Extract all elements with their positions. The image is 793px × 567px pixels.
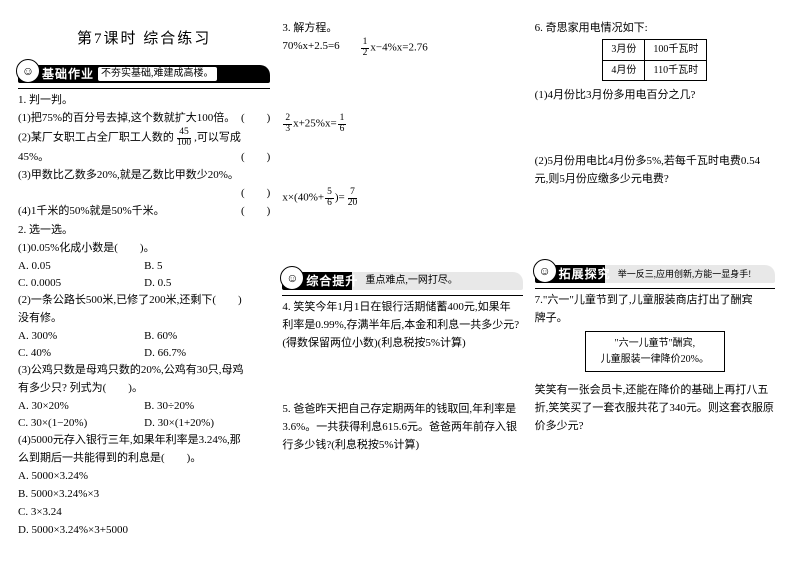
eq4: x×(40%+56)=720 <box>282 188 522 208</box>
section-banner-medium: ☺ 综合提升 重点难点,一网打尽。 <box>282 272 522 290</box>
eq-row1: 70%x+2.5=6 12x−4%x=2.76 <box>282 38 522 58</box>
eq3: 23x+25%x=16 <box>282 114 522 134</box>
q6-head: 6. 奇思家用电情况如下: <box>535 20 775 37</box>
q1-2: (2)某厂女职工占全厂职工人数的45100,可以写成 <box>18 128 270 148</box>
q6-2a: (2)5月份用电比4月份多5%,若每千瓦时电费0.54 <box>535 153 775 170</box>
section-banner-advanced: ☺ 拓展探究 举一反三,应用创新,方能一显身手! <box>535 265 775 283</box>
q2-4C: C. 3×3.24 <box>18 504 270 521</box>
section-label: 拓展探究 <box>559 265 611 284</box>
section-label: 基础作业 <box>42 65 94 84</box>
q2-4B: B. 5000×3.24%×3 <box>18 486 270 503</box>
q1-2c: 45%。( ) <box>18 149 270 166</box>
q2-4A: A. 5000×3.24% <box>18 468 270 485</box>
q2-head: 2. 选一选。 <box>18 222 270 239</box>
q7a: 7."六一"儿童节到了,儿童服装商店打出了酬宾 <box>535 292 775 309</box>
q6-2b: 元,则5月份应缴多少元电费? <box>535 171 775 188</box>
q2-3-opts2: C. 30×(1−20%)D. 30×(1+20%) <box>18 415 270 432</box>
face-icon: ☺ <box>533 259 557 283</box>
q4b: 利率是0.99%,存满半年后,本金和利息一共多少元? <box>282 317 522 334</box>
q2-4b: 么到期后一共能得到的利息是( )。 <box>18 450 270 467</box>
q7d: 折,笑笑买了一套衣服共花了340元。则这套衣服原 <box>535 400 775 417</box>
q1-head: 1. 判一判。 <box>18 92 270 109</box>
q2-2a: (2)一条公路长500米,已修了200米,还剩下( ) <box>18 292 270 309</box>
q2-4a: (4)5000元存入银行三年,如果年利率是3.24%,那 <box>18 432 270 449</box>
q7c: 笑笑有一张会员卡,还能在降价的基础上再打八五 <box>535 382 775 399</box>
q2-3b: 有多少只? 列式为( )。 <box>18 380 270 397</box>
q4c: (得数保留两位小数)(利息税按5%计算) <box>282 335 522 352</box>
q5a: 5. 爸爸昨天把自己存定期两年的钱取回,年利率是 <box>282 401 522 418</box>
section-sub: 不夯实基础,难建成高楼。 <box>98 67 217 81</box>
q2-2-opts2: C. 40%D. 66.7% <box>18 345 270 362</box>
section-sub: 重点难点,一网打尽。 <box>362 274 461 288</box>
divider <box>18 87 270 89</box>
electricity-table: 3月份100千瓦时 4月份110千瓦时 <box>602 39 707 81</box>
q1-4: (4)1千米的50%就是50%千米。( ) <box>18 203 270 220</box>
q1-1: (1)把75%的百分号去掉,这个数就扩大100倍。( ) <box>18 110 270 127</box>
face-icon: ☺ <box>16 59 40 83</box>
q2-2b: 没有修。 <box>18 310 270 327</box>
promo-box: "六一儿童节"酬宾, 儿童服装一律降价20%。 <box>585 331 725 372</box>
q4a: 4. 笑笑今年1月1日在银行活期储蓄400元,如果年 <box>282 299 522 316</box>
page-title: 第7课时 综合练习 <box>18 28 270 51</box>
section-banner-basic: ☺ 基础作业 不夯实基础,难建成高楼。 <box>18 65 270 83</box>
q2-4D: D. 5000×3.24%×3+5000 <box>18 522 270 539</box>
section-label: 综合提升 <box>306 272 358 291</box>
q3-head: 3. 解方程。 <box>282 20 522 37</box>
q2-3a: (3)公鸡只数是母鸡只数的20%,公鸡有30只,母鸡 <box>18 362 270 379</box>
divider <box>535 287 775 289</box>
q6-1: (1)4月份比3月份多用电百分之几? <box>535 87 775 104</box>
divider <box>282 294 522 296</box>
q5c: 行多少钱?(利息税按5%计算) <box>282 437 522 454</box>
q2-1-opts2: C. 0.0005D. 0.5 <box>18 275 270 292</box>
q7e: 价多少元? <box>535 418 775 435</box>
q2-2-opts1: A. 300%B. 60% <box>18 328 270 345</box>
face-icon: ☺ <box>280 266 304 290</box>
q1-3: (3)甲数比乙数多20%,就是乙数比甲数少20%。 <box>18 167 270 184</box>
q2-1-opts1: A. 0.05B. 5 <box>18 258 270 275</box>
q2-3-opts1: A. 30×20%B. 30÷20% <box>18 398 270 415</box>
q7b: 牌子。 <box>535 310 775 327</box>
q5b: 3.6%。一共获得利息615.6元。爸爸两年前存入银 <box>282 419 522 436</box>
q1-3b: ( ) <box>18 185 270 202</box>
section-sub: 举一反三,应用创新,方能一显身手! <box>615 267 755 281</box>
q2-1: (1)0.05%化成小数是( )。 <box>18 240 270 257</box>
